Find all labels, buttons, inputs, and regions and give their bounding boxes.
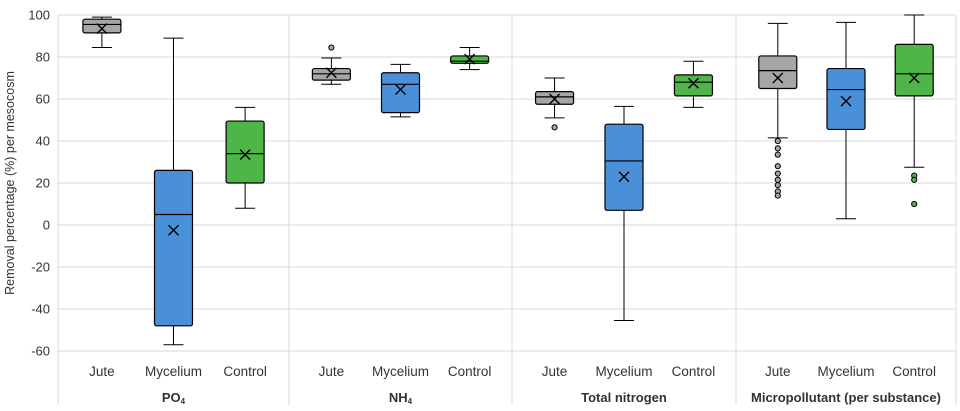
outlier-point (774, 192, 781, 199)
category-label: Mycelium (595, 364, 652, 379)
outlier-point (774, 176, 781, 183)
y-tick-label: 0 (43, 218, 50, 233)
y-axis: -60 -40 -20 0 20 40 60 80 100 (28, 8, 50, 359)
outlier-point (911, 200, 918, 208)
box-mycelium (826, 21, 866, 220)
mean-marker (908, 72, 920, 84)
box-control (450, 47, 490, 71)
box-iqr (82, 18, 122, 34)
box-iqr (894, 43, 934, 97)
category-label: Mycelium (817, 364, 874, 379)
panel (311, 44, 490, 118)
category-label: Control (448, 364, 492, 379)
box-jute (758, 22, 798, 199)
outlier-point (774, 170, 781, 177)
y-tick-label: -40 (31, 302, 50, 317)
mean-marker (325, 67, 337, 79)
box-iqr (826, 67, 866, 131)
box-series (82, 14, 934, 346)
outlier-point (774, 163, 781, 170)
panel-title: NH4 (389, 390, 413, 406)
box-jute (311, 44, 351, 85)
outlier-point (774, 137, 781, 145)
outlier-point (328, 44, 335, 51)
outlier-point (774, 182, 781, 189)
box-iqr (673, 74, 714, 97)
box-jute (534, 77, 575, 131)
box-control (894, 14, 934, 208)
category-labels: Jute Mycelium Control PO4 Jute Mycelium Contro… (89, 364, 941, 406)
mean-marker (618, 171, 630, 183)
gridlines (58, 14, 956, 352)
outlier-point (774, 151, 781, 158)
box-iqr (534, 91, 575, 105)
mean-marker (464, 53, 476, 65)
panel-title: PO4 (162, 390, 186, 406)
panel (758, 14, 934, 220)
box-iqr (380, 72, 421, 114)
mean-marker (549, 93, 561, 105)
category-label: Jute (542, 364, 568, 379)
y-tick-label: 40 (36, 134, 50, 149)
y-tick-label: 80 (36, 50, 50, 65)
box-mycelium (604, 105, 644, 322)
mean-marker (96, 23, 108, 35)
panel (534, 60, 714, 322)
category-label: Mycelium (372, 364, 429, 379)
panel-title: Total nitrogen (581, 390, 667, 405)
category-label: Jute (89, 364, 115, 379)
y-tick-label: 100 (28, 8, 50, 23)
box-control (673, 60, 714, 108)
category-label: Control (223, 364, 267, 379)
mean-marker (840, 95, 852, 107)
mean-marker (772, 72, 784, 84)
category-label: Mycelium (145, 364, 202, 379)
panel-title: Micropollutant (per substance) (751, 390, 941, 405)
box-control (225, 106, 265, 209)
y-axis-title: Removal percentage (%) per mesocosm (3, 71, 17, 295)
panel-dividers (57, 15, 957, 405)
box-iqr (153, 169, 194, 327)
outlier-point (774, 145, 781, 152)
category-label: Jute (765, 364, 791, 379)
y-tick-label: 60 (36, 92, 50, 107)
y-tick-label: -60 (31, 344, 50, 359)
mean-marker (687, 77, 699, 89)
box-jute (82, 16, 122, 49)
mean-marker (395, 84, 406, 96)
panel (82, 16, 265, 346)
category-label: Control (672, 364, 716, 379)
y-tick-label: -20 (31, 260, 50, 275)
mean-marker (168, 224, 179, 236)
category-label: Control (892, 364, 936, 379)
outlier-point (911, 176, 918, 183)
box-mycelium (153, 37, 194, 346)
box-iqr (604, 123, 644, 211)
outlier-point (551, 124, 558, 131)
box-iqr (758, 55, 798, 90)
box-mycelium (380, 63, 421, 118)
y-tick-label: 20 (36, 176, 50, 191)
category-label: Jute (319, 364, 345, 379)
box-iqr (225, 120, 265, 184)
mean-marker (239, 149, 251, 161)
